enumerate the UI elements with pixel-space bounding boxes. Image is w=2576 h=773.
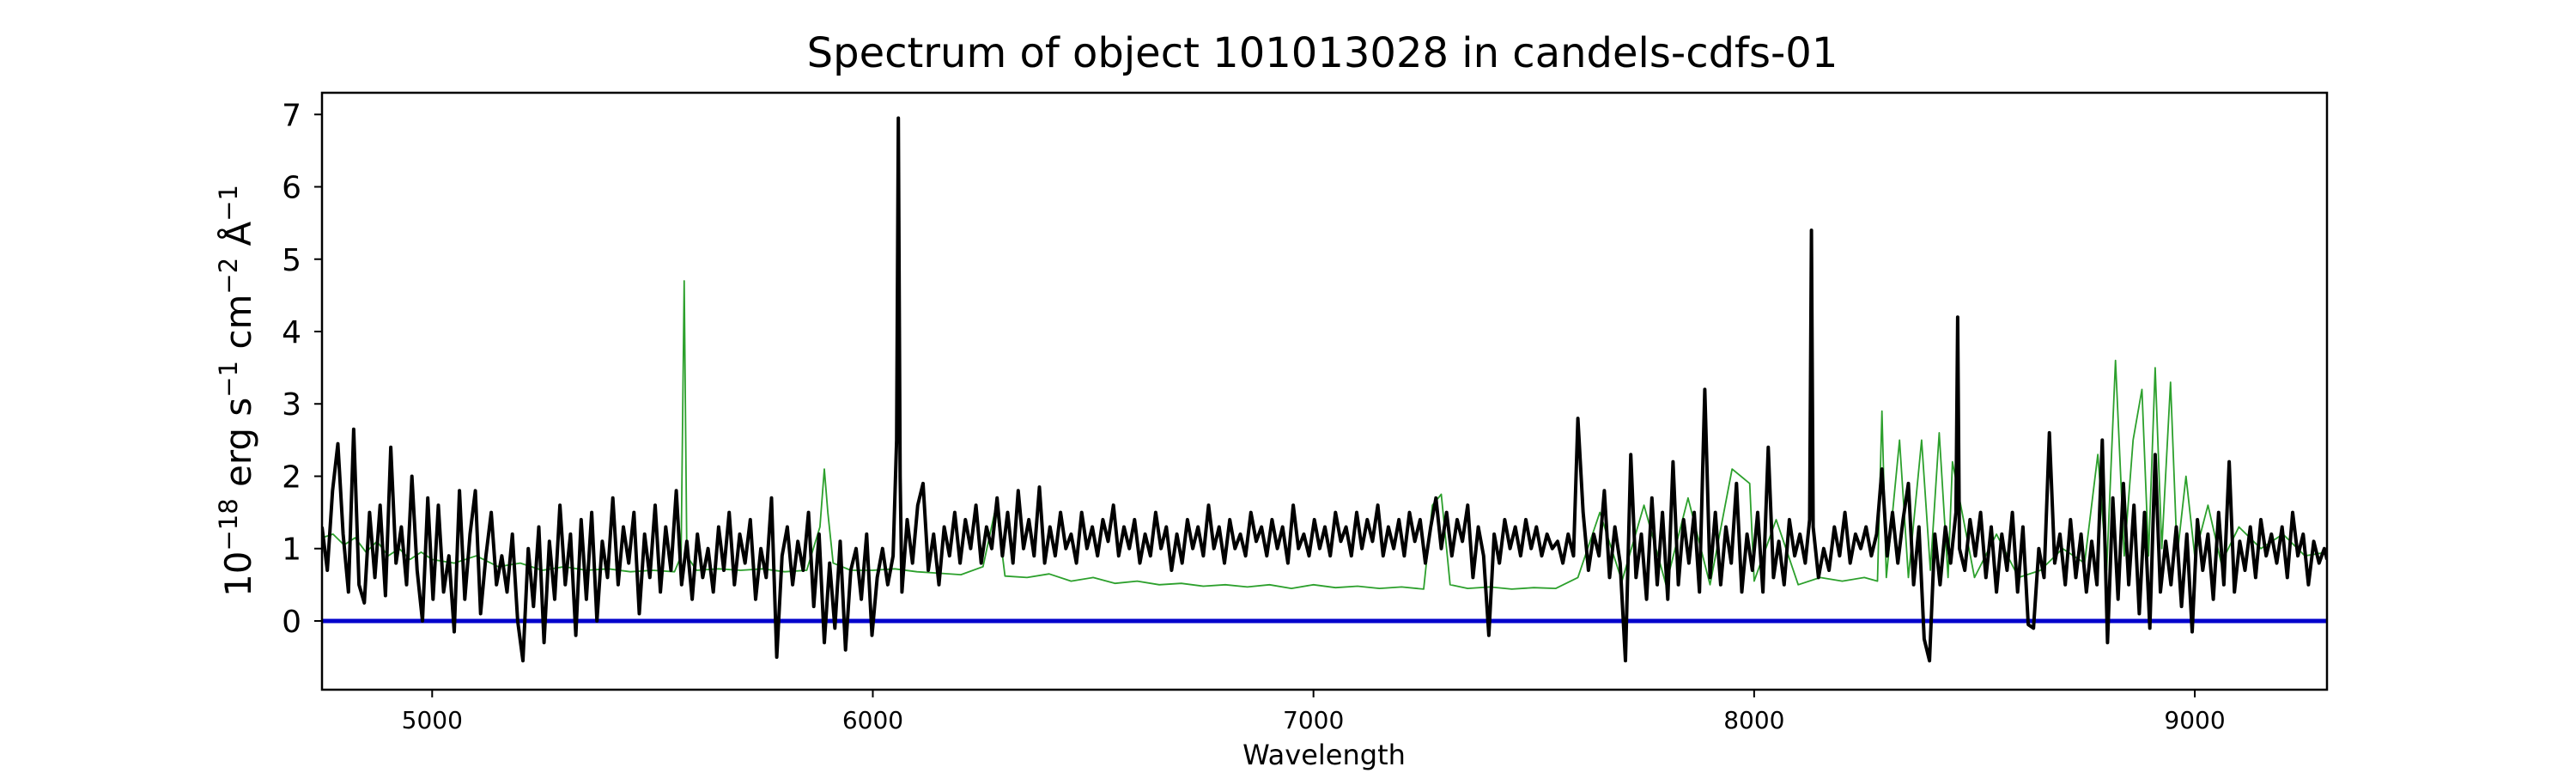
y-tick-label: 6 — [282, 171, 301, 206]
x-tick-label: 6000 — [842, 706, 903, 734]
flux-series-line — [322, 116, 2327, 663]
y-tick-label: 3 — [282, 387, 301, 423]
x-tick-label: 9000 — [2164, 706, 2225, 734]
x-tick-label: 8000 — [1723, 706, 1784, 734]
y-tick-label: 2 — [282, 460, 301, 495]
noise-series-line — [322, 280, 2327, 590]
x-axis-ticks: 5000 6000 7000 8000 9000 — [402, 690, 2226, 734]
y-axis-label: 10−18 erg s−1 cm−2 Å−1 — [214, 185, 259, 597]
y-axis-ticks: 0 1 2 3 4 5 6 7 — [282, 98, 322, 640]
y-tick-label: 7 — [282, 98, 301, 133]
plot-series-layer — [322, 116, 2327, 663]
x-tick-label: 7000 — [1283, 706, 1344, 734]
x-tick-label: 5000 — [402, 706, 463, 734]
y-tick-label: 5 — [282, 243, 301, 278]
y-tick-label: 1 — [282, 533, 301, 568]
y-tick-label: 0 — [282, 605, 301, 640]
chart-title: Spectrum of object 101013028 in candels-… — [807, 29, 1838, 77]
x-axis-label: Wavelength — [1242, 739, 1406, 771]
y-tick-label: 4 — [282, 315, 301, 350]
plot-frame — [320, 91, 2329, 691]
